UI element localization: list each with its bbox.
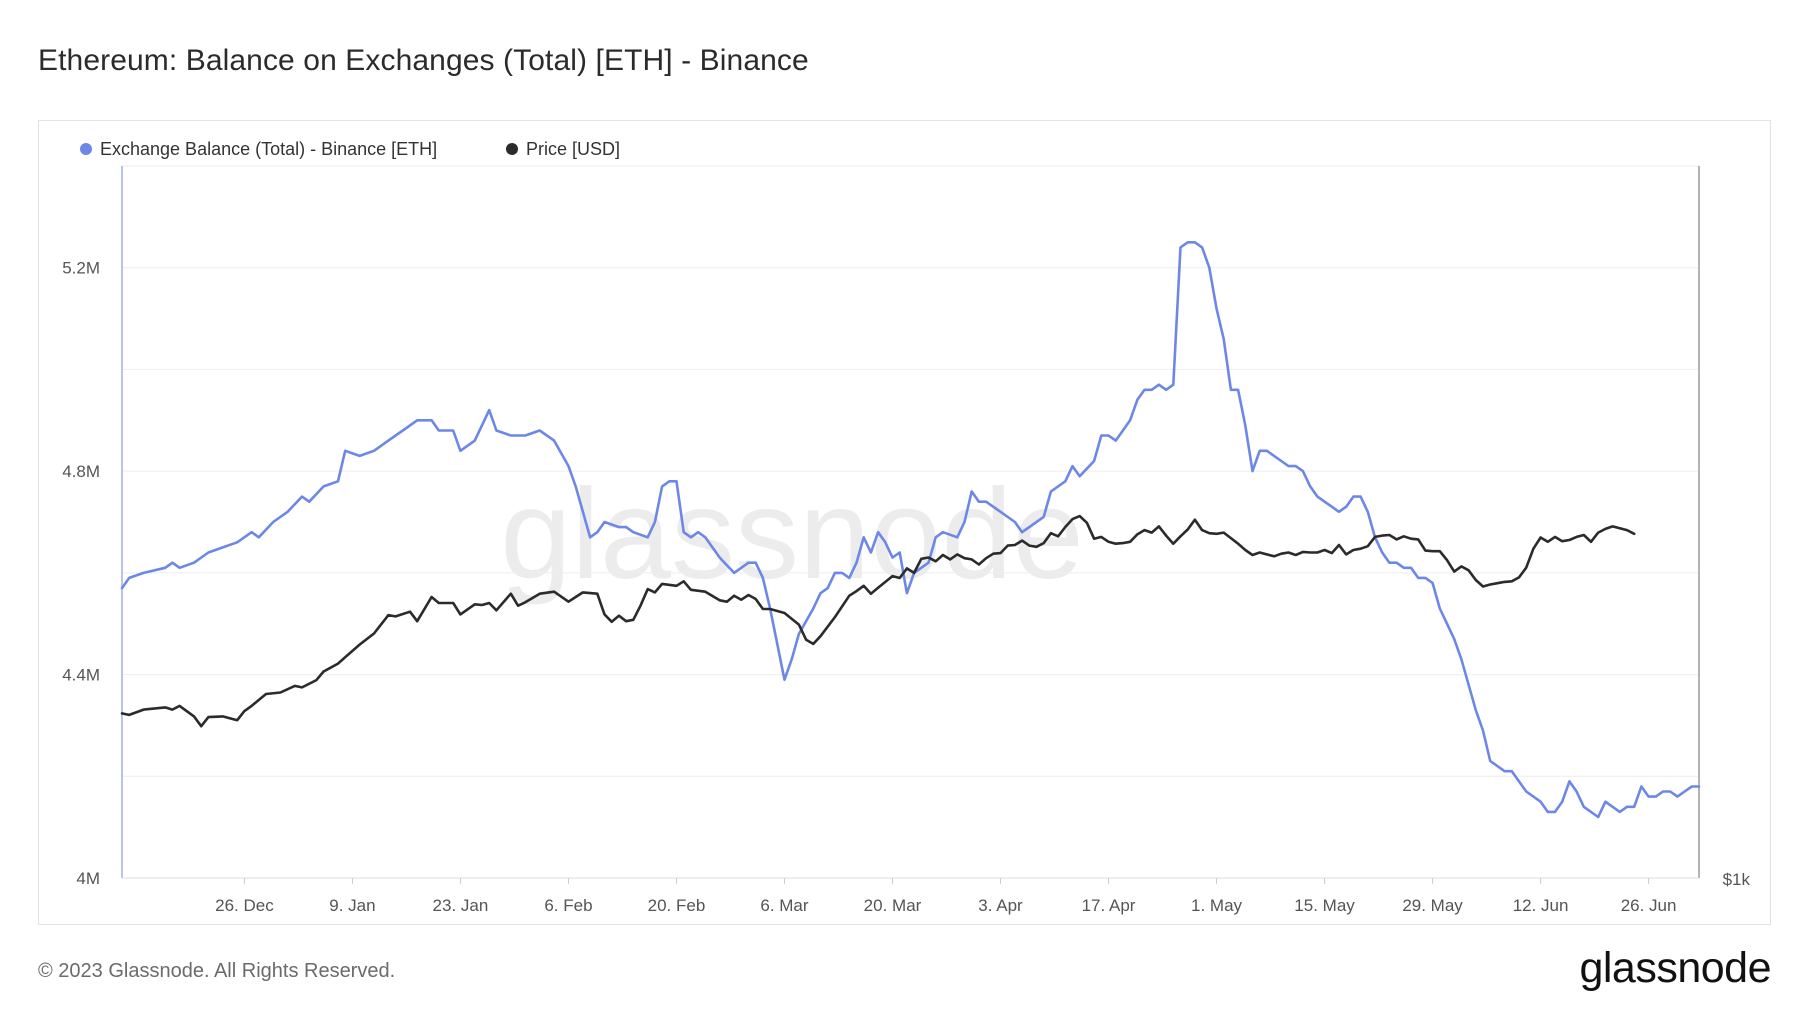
x-tick-label: 15. May bbox=[1294, 896, 1355, 915]
chart-frame bbox=[38, 120, 1771, 925]
y-right-tick-label: $1k bbox=[1723, 870, 1751, 889]
legend-marker bbox=[80, 143, 92, 155]
x-tick-label: 23. Jan bbox=[433, 896, 489, 915]
legend-item-balance[interactable]: Exchange Balance (Total) - Binance [ETH] bbox=[80, 139, 437, 159]
y-left-tick-label: 4.8M bbox=[62, 462, 100, 481]
chart-title: Ethereum: Balance on Exchanges (Total) [… bbox=[38, 44, 809, 77]
x-tick-label: 3. Apr bbox=[978, 896, 1023, 915]
x-tick-label: 9. Jan bbox=[329, 896, 375, 915]
legend-label: Price [USD] bbox=[526, 139, 620, 159]
x-tick-label: 1. May bbox=[1191, 896, 1243, 915]
y-left-tick-label: 5.2M bbox=[62, 259, 100, 278]
x-tick-label: 20. Mar bbox=[864, 896, 922, 915]
legend: Exchange Balance (Total) - Binance [ETH]… bbox=[80, 139, 620, 159]
x-tick-label: 29. May bbox=[1402, 896, 1463, 915]
y-left-tick-label: 4.4M bbox=[62, 666, 100, 685]
balance-series-line[interactable] bbox=[120, 241, 1701, 819]
price-series-line[interactable] bbox=[120, 514, 1636, 728]
series-layer bbox=[120, 241, 1701, 819]
x-tick-label: 26. Dec bbox=[215, 896, 274, 915]
x-tick-label: 6. Mar bbox=[760, 896, 809, 915]
tick-labels: 26. Dec 9. Jan 23. Jan 6. Feb 20. Feb 6. Mar 2… bbox=[62, 259, 1750, 915]
legend-item-price[interactable]: Price [USD] bbox=[506, 139, 620, 159]
legend-marker bbox=[506, 143, 518, 155]
watermark-text: glassnode bbox=[500, 463, 1084, 606]
x-tick-label: 26. Jun bbox=[1621, 896, 1677, 915]
glassnode-logo: glassnode bbox=[1579, 944, 1771, 992]
copyright-text: © 2023 Glassnode. All Rights Reserved. bbox=[38, 960, 396, 982]
x-tick-label: 20. Feb bbox=[648, 896, 706, 915]
axes bbox=[121, 166, 1700, 879]
x-tick-label: 6. Feb bbox=[544, 896, 592, 915]
x-tick-label: 17. Apr bbox=[1082, 896, 1136, 915]
legend-label: Exchange Balance (Total) - Binance [ETH] bbox=[100, 139, 437, 159]
x-tick-label: 12. Jun bbox=[1513, 896, 1569, 915]
y-left-tick-label: 4M bbox=[76, 869, 100, 888]
